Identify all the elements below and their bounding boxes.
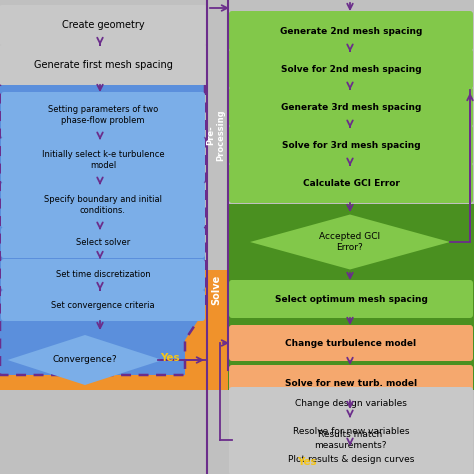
Text: Select solver: Select solver xyxy=(76,238,130,247)
Text: Initially select k-e turbulence
model: Initially select k-e turbulence model xyxy=(42,150,164,170)
FancyBboxPatch shape xyxy=(1,259,205,290)
Bar xyxy=(205,0,228,474)
FancyBboxPatch shape xyxy=(229,387,473,419)
FancyBboxPatch shape xyxy=(0,45,207,85)
Text: Generate 2nd mesh spacing: Generate 2nd mesh spacing xyxy=(280,27,422,36)
Text: Yes: Yes xyxy=(160,353,180,363)
Text: Plot results & design curves: Plot results & design curves xyxy=(288,455,414,464)
FancyBboxPatch shape xyxy=(229,49,473,89)
FancyBboxPatch shape xyxy=(1,227,205,258)
Text: Set time discretization: Set time discretization xyxy=(55,270,150,279)
FancyBboxPatch shape xyxy=(1,137,205,183)
FancyBboxPatch shape xyxy=(0,5,207,45)
Polygon shape xyxy=(250,412,450,467)
Text: Select optimum mesh spacing: Select optimum mesh spacing xyxy=(274,294,428,303)
Polygon shape xyxy=(8,335,163,385)
FancyBboxPatch shape xyxy=(229,415,473,447)
Text: Solve for 3rd mesh spacing: Solve for 3rd mesh spacing xyxy=(282,140,420,149)
Text: Create geometry: Create geometry xyxy=(62,20,144,30)
Text: Set convergence criteria: Set convergence criteria xyxy=(51,301,155,310)
Text: Specify boundary and initial
conditions.: Specify boundary and initial conditions. xyxy=(44,195,162,215)
Text: Accepted GCI
Error?: Accepted GCI Error? xyxy=(319,232,381,252)
FancyBboxPatch shape xyxy=(229,87,473,127)
Text: Convergence?: Convergence? xyxy=(53,356,117,365)
FancyBboxPatch shape xyxy=(229,325,473,361)
Polygon shape xyxy=(0,80,205,375)
FancyBboxPatch shape xyxy=(229,443,473,474)
FancyBboxPatch shape xyxy=(229,163,473,203)
Text: Pre-
Processing: Pre- Processing xyxy=(206,109,226,161)
Text: Setting parameters of two
phase-flow problem: Setting parameters of two phase-flow pro… xyxy=(48,105,158,125)
Text: Results match
measurements?: Results match measurements? xyxy=(314,430,386,450)
FancyBboxPatch shape xyxy=(229,280,473,318)
FancyBboxPatch shape xyxy=(1,92,205,138)
Text: Yes: Yes xyxy=(297,457,317,467)
Text: Generate 3rd mesh spacing: Generate 3rd mesh spacing xyxy=(281,102,421,111)
Text: Solve for 2nd mesh spacing: Solve for 2nd mesh spacing xyxy=(281,64,421,73)
FancyBboxPatch shape xyxy=(1,290,205,321)
Text: Change turbulence model: Change turbulence model xyxy=(285,338,417,347)
FancyBboxPatch shape xyxy=(1,182,205,228)
Text: Change design variables: Change design variables xyxy=(295,399,407,408)
Text: Solve: Solve xyxy=(211,275,221,305)
Bar xyxy=(228,390,474,474)
FancyBboxPatch shape xyxy=(229,125,473,165)
Polygon shape xyxy=(250,215,450,270)
FancyBboxPatch shape xyxy=(229,365,473,401)
Text: Solve for new turb. model: Solve for new turb. model xyxy=(285,379,417,388)
Polygon shape xyxy=(0,270,474,474)
Polygon shape xyxy=(228,204,474,474)
Text: Calculate GCI Error: Calculate GCI Error xyxy=(302,179,400,188)
FancyBboxPatch shape xyxy=(229,11,473,51)
Text: Resolve for new variables: Resolve for new variables xyxy=(293,427,409,436)
Text: Generate first mesh spacing: Generate first mesh spacing xyxy=(34,60,173,70)
